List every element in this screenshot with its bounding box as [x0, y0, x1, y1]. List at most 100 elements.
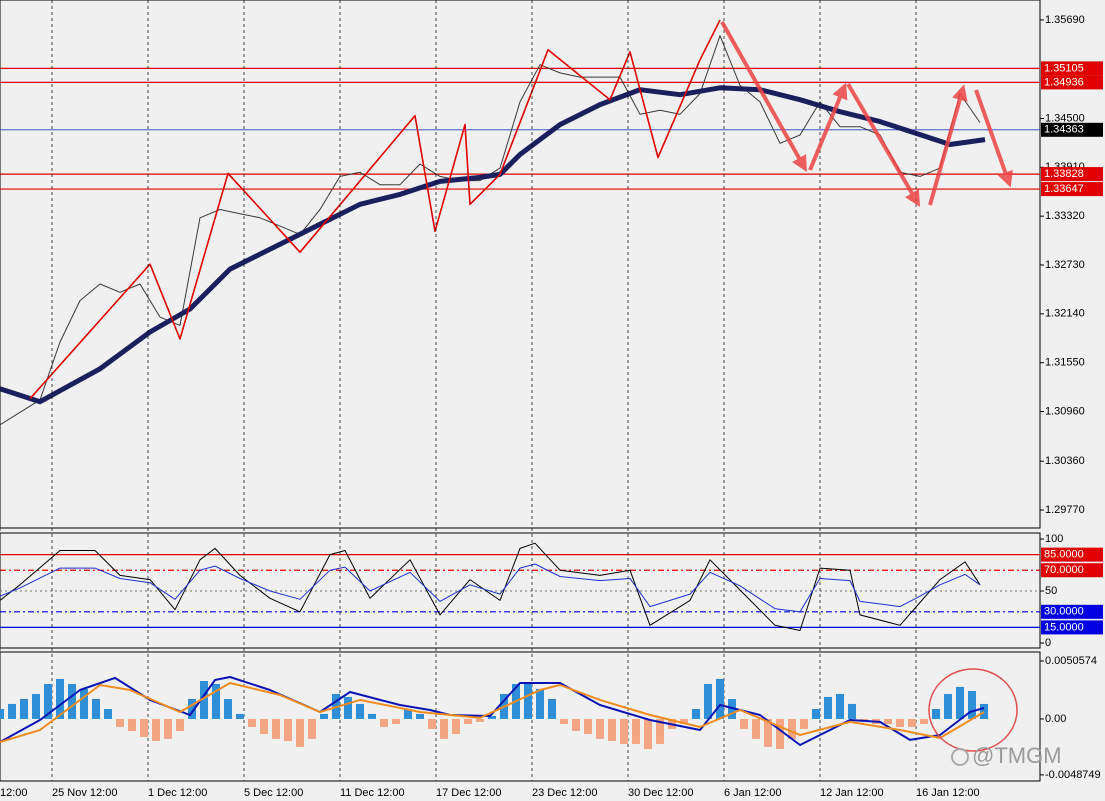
y-tick-label: -0.0048749 [1045, 769, 1101, 781]
x-tick-label: 16 Jan 12:00 [916, 787, 980, 799]
histogram-bar [644, 718, 652, 750]
histogram-bar [908, 718, 916, 727]
level-box [1041, 122, 1103, 137]
histogram-bar [524, 683, 532, 719]
histogram-bar [956, 686, 964, 719]
histogram-bar [80, 688, 88, 719]
y-tick-label: 50 [1045, 585, 1057, 597]
arrow [928, 84, 968, 206]
histogram-bar [284, 718, 292, 741]
histogram-bar [812, 708, 820, 719]
histogram-bar [416, 713, 424, 719]
histogram-bar [212, 683, 220, 719]
level-label: 70.0000 [1044, 564, 1084, 576]
level-label: 85.0000 [1044, 549, 1084, 561]
y-tick-label: 1.35690 [1045, 14, 1085, 26]
level-label: 30.0000 [1044, 606, 1084, 618]
histogram-bar [896, 718, 904, 727]
histogram-bar [560, 718, 568, 725]
y-tick-label: 1.29770 [1045, 504, 1085, 516]
histogram-bar [836, 693, 844, 719]
histogram-bar [536, 688, 544, 719]
histogram-bar [140, 718, 148, 737]
histogram-bar [104, 708, 112, 719]
histogram-bar [176, 718, 184, 732]
level-label: 1.34363 [1044, 124, 1084, 136]
y-tick-label: 1.34500 [1045, 112, 1085, 124]
highlight-circle [928, 668, 1018, 752]
histogram-bar [248, 718, 256, 727]
histogram-bar [884, 718, 892, 725]
y-tick-label: 1.32730 [1045, 259, 1085, 271]
y-tick-label: 1.32140 [1045, 308, 1085, 320]
histogram-bar [716, 678, 724, 719]
y-tick-label: 1.30360 [1045, 455, 1085, 467]
histogram-bar [320, 713, 328, 719]
histogram-bar [944, 693, 952, 719]
x-tick-label: 23 Dec 12:00 [532, 787, 597, 799]
y-tick-label: 1.31550 [1045, 357, 1085, 369]
histogram-bar [608, 718, 616, 741]
watermark-icon [951, 748, 969, 766]
arrow [720, 21, 807, 172]
histogram-bar [68, 683, 76, 719]
histogram-bar [968, 690, 976, 719]
arrow [808, 82, 848, 171]
histogram-bar [128, 718, 136, 732]
level-label: 1.33828 [1044, 168, 1084, 180]
series-line [0, 542, 981, 631]
series-line [0, 563, 981, 613]
level-box [1041, 547, 1103, 562]
histogram-bar [356, 703, 364, 719]
level-box [1041, 604, 1103, 619]
histogram-bar [692, 708, 700, 719]
x-tick-label: 5 Dec 12:00 [244, 787, 303, 799]
histogram-bar [368, 713, 376, 719]
histogram-bar [764, 718, 772, 747]
histogram-bar [776, 718, 784, 750]
arrow [974, 89, 1013, 188]
histogram-bar [488, 715, 496, 719]
histogram-bar [224, 699, 232, 719]
histogram-bar [116, 718, 124, 727]
watermark: @TMGM [972, 743, 1062, 768]
histogram-bar [272, 718, 280, 739]
histogram-bar [548, 699, 556, 719]
histogram-bar [932, 708, 940, 719]
histogram-bar [200, 681, 208, 719]
level-box [1041, 75, 1103, 90]
level-label: 1.33647 [1044, 183, 1084, 195]
histogram-bar [0, 708, 4, 719]
histogram-bar [20, 699, 28, 719]
histogram-bar [8, 703, 16, 719]
histogram-bar [452, 718, 460, 734]
series-line [29, 19, 721, 400]
histogram-bar [824, 696, 832, 719]
y-tick-label: 100 [1045, 533, 1063, 545]
x-tick-label: 25 Nov 12:00 [52, 787, 117, 799]
histogram-bar [632, 718, 640, 744]
level-box [1041, 182, 1103, 197]
histogram-bar [380, 718, 388, 727]
histogram-bar [800, 718, 808, 729]
y-tick-label: 1.30960 [1045, 405, 1085, 417]
histogram-bar [44, 683, 52, 719]
histogram-bar [656, 718, 664, 744]
histogram-bar [32, 693, 40, 719]
y-tick-label: 0.00 [1045, 713, 1066, 725]
histogram-bar [344, 696, 352, 719]
x-tick-label: 12:00 [0, 787, 28, 799]
histogram-bar [596, 718, 604, 739]
x-tick-label: 6 Jan 12:00 [724, 787, 782, 799]
x-tick-label: 17 Dec 12:00 [436, 787, 501, 799]
histogram-bar [620, 718, 628, 744]
level-box [1041, 620, 1103, 635]
histogram-bar [704, 683, 712, 719]
x-tick-label: 11 Dec 12:00 [340, 787, 405, 799]
y-tick-label: 0 [1045, 637, 1051, 649]
histogram-bar [308, 718, 316, 739]
histogram-bar [404, 708, 412, 719]
arrows [720, 21, 1013, 207]
